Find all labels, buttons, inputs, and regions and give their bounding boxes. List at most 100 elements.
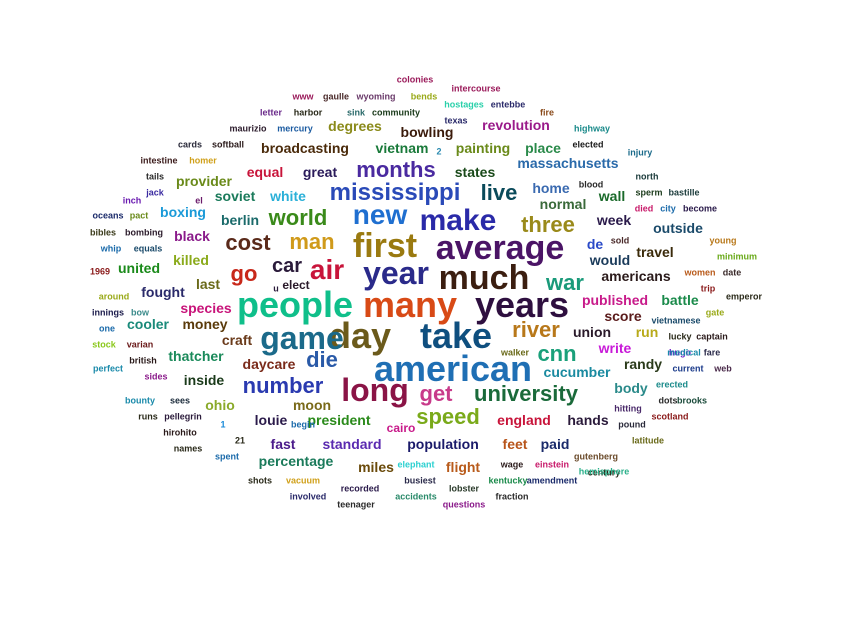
word-river: river: [512, 317, 560, 342]
word-place: place: [525, 140, 561, 156]
word-captain: captain: [696, 331, 728, 342]
word-emperor: emperor: [725, 291, 763, 302]
word-thatcher: thatcher: [168, 348, 224, 364]
word-hands: hands: [567, 412, 609, 428]
word-erected: erected: [655, 379, 689, 390]
word-softball: softball: [211, 139, 245, 150]
word-boxing: boxing: [160, 204, 206, 220]
word-run: run: [635, 324, 659, 340]
word-texas: texas: [444, 115, 468, 126]
word-england: england: [497, 412, 551, 428]
word-randy: randy: [623, 356, 663, 372]
word-around: around: [98, 291, 130, 302]
word-www: www: [292, 91, 314, 102]
word-involved: involved: [289, 491, 327, 502]
word-score: score: [604, 308, 642, 324]
word-take: take: [419, 315, 493, 356]
word-population: population: [407, 436, 479, 452]
word-bends: bends: [410, 91, 438, 102]
word-colonies: colonies: [396, 74, 434, 85]
word-sold: sold: [610, 235, 630, 246]
word-u: u: [273, 283, 279, 294]
word-hirohito: hirohito: [163, 427, 197, 438]
word-car: car: [271, 255, 303, 277]
word-women: women: [684, 267, 716, 278]
word-standard: standard: [322, 436, 382, 452]
word-names: names: [173, 443, 203, 454]
word-date: date: [722, 267, 742, 278]
word-elected: elected: [572, 139, 604, 150]
word-states: states: [454, 164, 496, 180]
word-go: go: [230, 261, 258, 286]
word-brooks: brooks: [676, 395, 708, 406]
word-spent: spent: [214, 451, 240, 462]
word-year: year: [363, 255, 429, 291]
word-homer: homer: [189, 155, 217, 166]
word-speed: speed: [416, 404, 480, 429]
word-game: game: [260, 320, 344, 356]
word-died: died: [634, 203, 654, 214]
word-oceans: oceans: [92, 210, 124, 221]
word-painting: painting: [455, 140, 511, 156]
word-become: become: [682, 203, 718, 214]
word-battle: battle: [661, 292, 699, 308]
word-paid: paid: [540, 436, 570, 452]
word-much: much: [438, 259, 530, 297]
word-wyoming: wyoming: [356, 91, 396, 102]
word-gate: gate: [705, 307, 725, 318]
word-shots: shots: [247, 475, 273, 486]
word-de: de: [586, 236, 604, 252]
word-bounty: bounty: [125, 395, 155, 406]
word-union: union: [572, 324, 612, 340]
word-would: would: [589, 252, 631, 268]
word-percentage: percentage: [258, 453, 334, 469]
word-daycare: daycare: [242, 356, 296, 372]
word-wage: wage: [500, 459, 524, 470]
word-hemisphere: hemisphere: [578, 466, 630, 477]
word-tails: tails: [145, 171, 165, 182]
word-north: north: [635, 171, 659, 182]
word-long: long: [341, 372, 409, 408]
word-injury: injury: [627, 147, 653, 158]
word-fraction: fraction: [495, 491, 529, 502]
word-outside: outside: [653, 220, 703, 236]
word-amendment: amendment: [526, 475, 578, 486]
word-stock: stock: [92, 339, 116, 350]
word-sperm: sperm: [635, 187, 663, 198]
word-killed: killed: [173, 252, 209, 268]
word-years: years: [474, 284, 570, 325]
word-provider: provider: [175, 173, 233, 189]
word-blood: blood: [578, 179, 604, 190]
word-united: united: [118, 260, 160, 276]
word-equals: equals: [133, 243, 163, 254]
word-bowling: bowling: [400, 124, 454, 140]
word-money: money: [182, 316, 228, 332]
word-normal: normal: [539, 196, 587, 212]
word-man: man: [289, 229, 335, 254]
word-equal: equal: [246, 164, 284, 180]
word-2: 2: [436, 146, 442, 157]
word-recorded: recorded: [340, 483, 380, 494]
word-soviet: soviet: [214, 188, 256, 204]
word-make: make: [419, 204, 497, 237]
word-die: die: [306, 347, 338, 372]
word-miles: miles: [358, 459, 394, 475]
word-hostages: hostages: [444, 99, 484, 110]
word-published: published: [581, 292, 649, 308]
word-average: average: [435, 229, 565, 267]
word-black: black: [174, 228, 210, 244]
word-teenager: teenager: [337, 499, 375, 510]
word-week: week: [596, 212, 632, 228]
word-get: get: [419, 381, 453, 406]
word-minimum: minimum: [716, 251, 758, 262]
word-gaulle: gaulle: [322, 91, 350, 102]
word-many: many: [362, 284, 458, 325]
word-intercourse: intercourse: [451, 83, 501, 94]
word-varian: varian: [126, 339, 154, 350]
word-maurizio: maurizio: [229, 123, 267, 134]
word-british: british: [129, 355, 157, 366]
word-vietnamese: vietnamese: [651, 315, 701, 326]
word-last: last: [195, 276, 221, 292]
word-highway: highway: [573, 123, 611, 134]
